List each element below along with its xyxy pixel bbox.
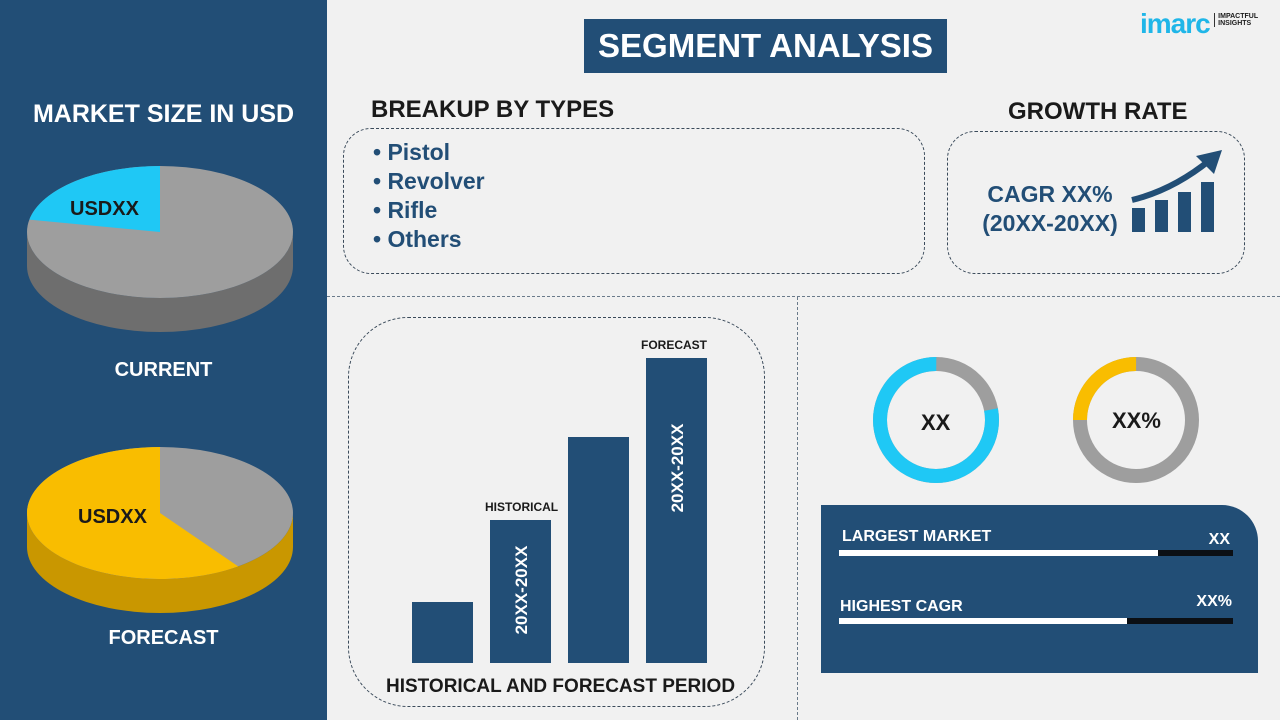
donut-segment (873, 357, 999, 483)
growth-title: GROWTH RATE (1008, 98, 1188, 125)
imarc-logo: imarc IMPACTFUL INSIGHTS (1140, 8, 1274, 40)
pie-side (27, 513, 293, 613)
market-size-title: MARKET SIZE IN USD (32, 100, 295, 128)
pie-slice-forecast (27, 447, 239, 579)
highest-cagr-value: XX% (1196, 593, 1232, 610)
list-item: • Revolver (373, 168, 485, 194)
list-item: • Pistol (373, 139, 451, 165)
period-label: 20XX-20XX (512, 545, 531, 635)
largest-market-label: LARGEST MARKET (842, 528, 992, 545)
forecast-value: USDXX (78, 506, 147, 528)
highest-cagr-bar (839, 618, 1233, 624)
donut-1-label: XX (921, 410, 951, 435)
bar-chart-box (348, 317, 765, 707)
bar-chart: 20XX-20XX HISTORICAL 20XX-20XX FORECAST (348, 0, 765, 720)
stats-panel: LARGEST MARKET XX HIGHEST CAGR XX% (821, 505, 1258, 673)
historical-annotation: HISTORICAL (485, 499, 559, 514)
current-value: USDXX (70, 198, 139, 220)
largest-market-value: XX (1208, 531, 1230, 548)
breakup-box (343, 128, 925, 274)
cagr-line2: (20XX-20XX) (982, 210, 1118, 236)
donut-2-label: XX% (1112, 408, 1161, 433)
chart-title: HISTORICAL AND FORECAST PERIOD (386, 676, 736, 697)
donut-segment (1073, 357, 1199, 483)
forecast-pie (27, 447, 293, 613)
logo-tagline: IMPACTFUL INSIGHTS (1214, 13, 1274, 27)
highest-cagr-fill (839, 618, 1127, 624)
bar-1 (412, 602, 473, 663)
current-label: CURRENT (114, 359, 213, 381)
cagr-line1: CAGR XX% (987, 181, 1113, 207)
logo-text: imarc (1140, 8, 1211, 39)
bar-3 (568, 437, 629, 663)
current-pie (27, 166, 293, 332)
growth-chart-arrow-icon (1131, 150, 1222, 232)
divider-vertical (797, 297, 798, 720)
breakup-list: • Pistol • Revolver • Rifle • Others (373, 138, 485, 254)
highest-cagr-label: HIGHEST CAGR (840, 598, 963, 615)
pie-side (27, 232, 293, 332)
divider-horizontal (327, 296, 1280, 297)
bar-4: 20XX-20XX (646, 358, 707, 663)
forecast-annotation: FORECAST (641, 338, 707, 352)
largest-market-bar (839, 550, 1233, 556)
list-item: • Rifle (373, 197, 438, 223)
pie-slice-current (29, 166, 161, 232)
growth-box (947, 131, 1245, 274)
breakup-title: BREAKUP BY TYPES (371, 96, 615, 123)
donut-charts (873, 357, 1199, 483)
forecast-label: FORECAST (108, 627, 219, 649)
largest-market-fill (839, 550, 1159, 556)
period-label: 20XX-20XX (668, 423, 687, 513)
page-title: SEGMENT ANALYSIS (584, 19, 947, 73)
cagr-text: CAGR XX% (20XX-20XX) (965, 180, 1135, 238)
list-item: • Others (373, 226, 462, 252)
bar-2: 20XX-20XX (490, 519, 551, 663)
